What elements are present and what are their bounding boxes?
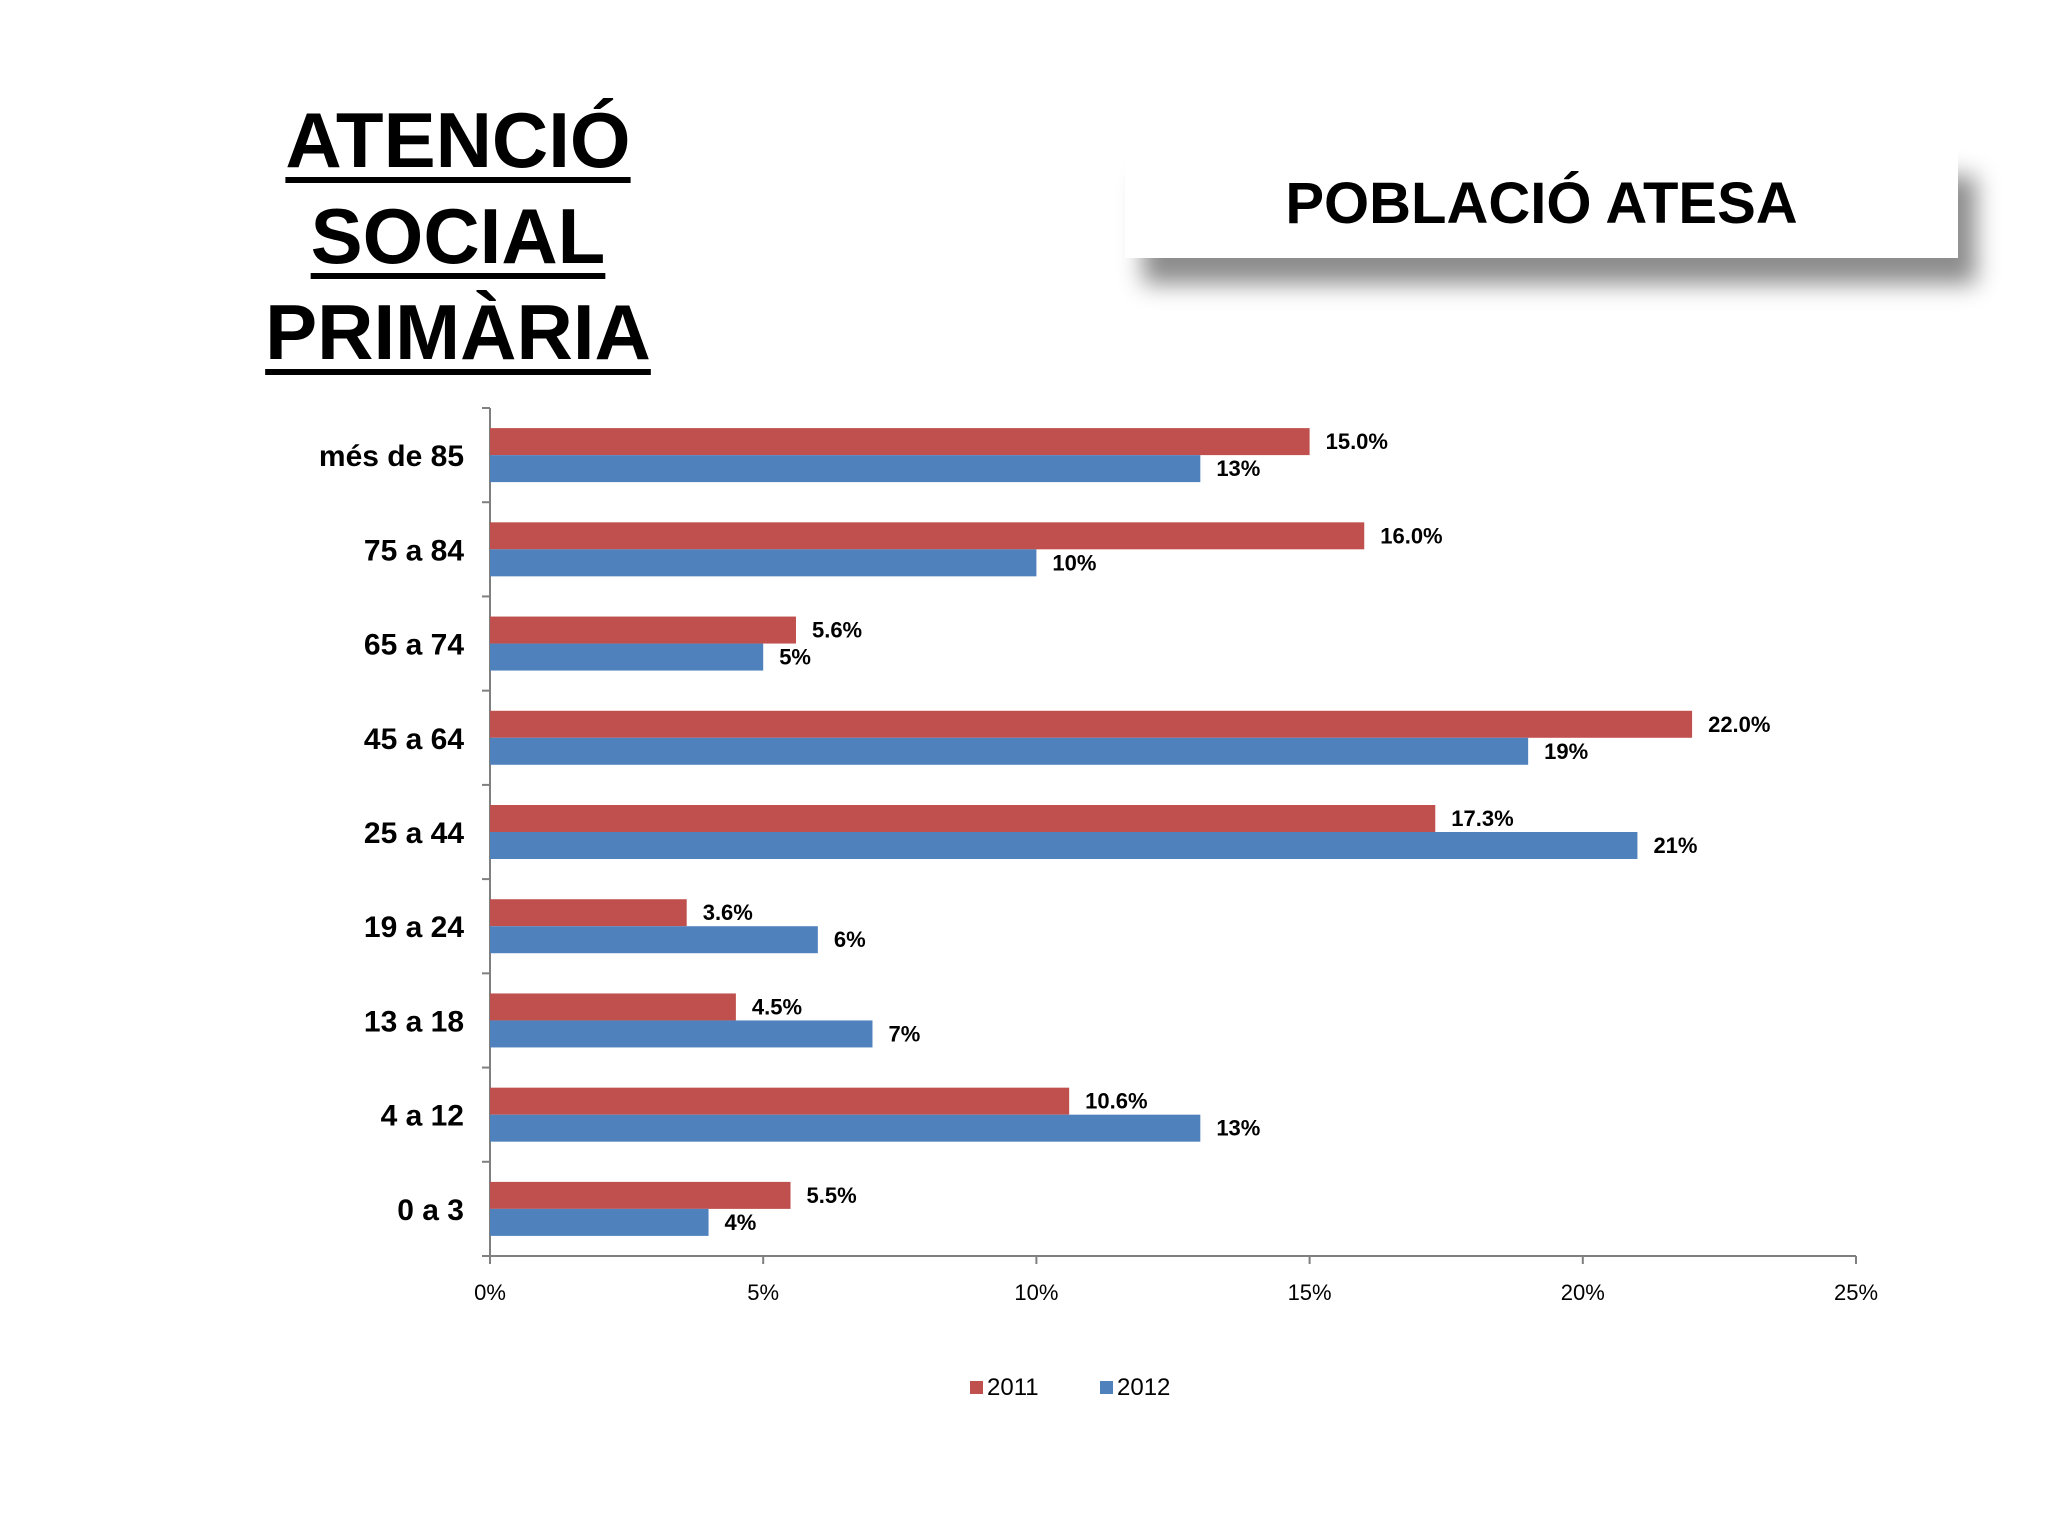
data-label-2012: 7%	[888, 1021, 920, 1046]
data-label-2011: 4.5%	[752, 994, 802, 1019]
slide-title: ATENCIÓ SOCIAL PRIMÀRIA	[138, 92, 778, 380]
category-label: 25 a 44	[364, 817, 464, 850]
bar-2011	[490, 1181, 791, 1209]
data-label-2011: 16.0%	[1380, 523, 1442, 548]
data-label-2012: 13%	[1216, 1116, 1260, 1141]
data-label-2012: 13%	[1216, 456, 1260, 481]
bar-2011	[490, 710, 1693, 738]
x-tick-label: 10%	[1014, 1280, 1058, 1305]
data-label-2012: 21%	[1653, 833, 1697, 858]
category-label: 4 a 12	[381, 1100, 464, 1133]
data-label-2012: 6%	[834, 927, 866, 952]
data-label-2011: 10.6%	[1085, 1089, 1147, 1114]
category-label: 0 a 3	[397, 1194, 464, 1227]
category-label: 13 a 18	[364, 1005, 464, 1038]
bar-2012	[490, 737, 1529, 765]
bar-2012	[490, 1208, 709, 1236]
legend-label-2012: 2012	[1117, 1374, 1170, 1401]
category-label: 75 a 84	[364, 534, 464, 567]
bar-2011	[490, 1087, 1070, 1115]
bar-2011	[490, 993, 736, 1021]
bar-2012	[490, 832, 1638, 859]
x-tick-label: 0%	[474, 1280, 506, 1305]
x-tick-label: 15%	[1288, 1280, 1332, 1305]
legend-label-2011: 2011	[987, 1374, 1039, 1401]
data-label-2011: 17.3%	[1451, 806, 1513, 831]
slide-title-line-1: ATENCIÓ SOCIAL	[285, 96, 631, 280]
data-label-2011: 5.5%	[807, 1183, 857, 1208]
data-label-2011: 5.6%	[812, 618, 862, 643]
data-label-2012: 5%	[779, 645, 811, 670]
bar-2012	[490, 1114, 1201, 1142]
category-label: 65 a 74	[364, 629, 464, 662]
slide-subtitle: POBLACIÓ ATESA	[1285, 171, 1798, 236]
bar-2012	[490, 1020, 873, 1048]
x-tick-label: 25%	[1834, 1280, 1878, 1305]
bar-2012	[490, 549, 1037, 577]
subtitle-box: POBLACIÓ ATESA	[1125, 150, 1958, 258]
category-label: més de 85	[319, 440, 464, 473]
x-tick-label: 5%	[747, 1280, 779, 1305]
category-label: 45 a 64	[364, 723, 464, 756]
bar-2011	[490, 805, 1436, 832]
data-label-2012: 19%	[1544, 739, 1588, 764]
bar-2011	[490, 616, 796, 644]
bar-2012	[490, 455, 1201, 483]
bar-2011	[490, 428, 1310, 456]
data-label-2012: 4%	[725, 1210, 757, 1235]
x-tick-label: 20%	[1561, 1280, 1605, 1305]
bar-2011	[490, 899, 687, 927]
legend-swatch-2012	[1100, 1381, 1113, 1394]
bar-2012	[490, 643, 764, 671]
bar-2012	[490, 926, 818, 954]
data-label-2011: 22.0%	[1708, 712, 1770, 737]
data-label-2011: 15.0%	[1326, 429, 1388, 454]
bar-2011	[490, 522, 1365, 550]
data-label-2012: 10%	[1052, 550, 1096, 575]
legend-swatch-2011	[970, 1381, 983, 1394]
category-label: 19 a 24	[364, 911, 464, 944]
data-label-2011: 3.6%	[703, 900, 753, 925]
slide-title-line-2: PRIMÀRIA	[265, 288, 651, 376]
